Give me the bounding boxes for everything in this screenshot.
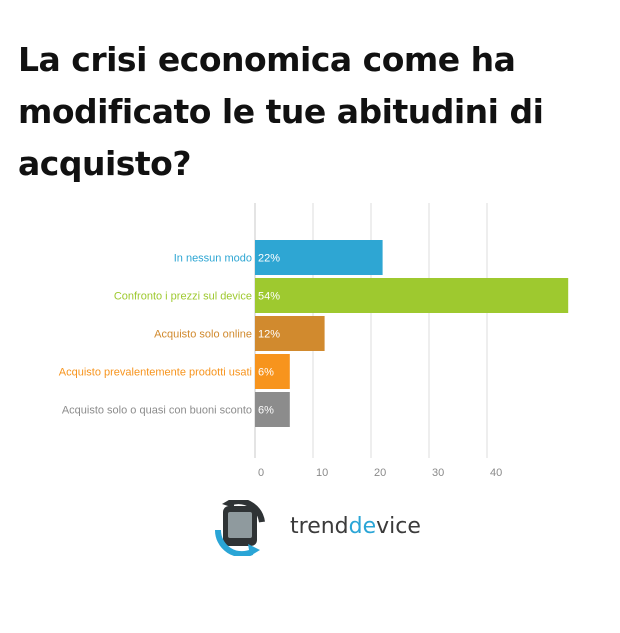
bar-value-label: 54%	[258, 291, 280, 303]
bar	[255, 316, 325, 351]
bar	[255, 392, 290, 427]
x-tick-labels: 0 10 20 30 40	[258, 467, 502, 479]
bar-value-label: 12%	[258, 329, 280, 341]
category-label: Acquisto solo o quasi con buoni sconto	[62, 405, 252, 417]
bar	[255, 354, 290, 389]
bars: 22% 54% 12% 6% 6%	[255, 240, 569, 427]
trendevice-logo-icon	[214, 500, 265, 556]
x-tick-label: 30	[432, 467, 444, 479]
x-tick-label: 40	[490, 467, 502, 479]
bar	[255, 240, 383, 275]
x-tick-label: 10	[316, 467, 328, 479]
category-labels: In nessun modo Confronto i prezzi sul dev…	[59, 253, 252, 417]
category-label: Acquisto solo online	[154, 329, 252, 341]
category-label: In nessun modo	[174, 253, 252, 265]
x-tick-label: 0	[258, 467, 264, 479]
bar-chart: 22% 54% 12% 6% 6% In nessun modo Confronto i …	[59, 203, 569, 479]
chart-title: La crisi economica come ha modificato le…	[18, 40, 544, 183]
bar-value-label: 22%	[258, 253, 280, 265]
category-label: Confronto i prezzi sul device	[114, 291, 252, 303]
category-label: Acquisto prevalentemente prodotti usati	[59, 367, 252, 379]
bar	[255, 278, 569, 313]
x-tick-label: 20	[374, 467, 386, 479]
brand-wordmark: trenddevice	[290, 514, 421, 539]
bar-value-label: 6%	[258, 405, 274, 417]
bar-value-label: 6%	[258, 367, 274, 379]
